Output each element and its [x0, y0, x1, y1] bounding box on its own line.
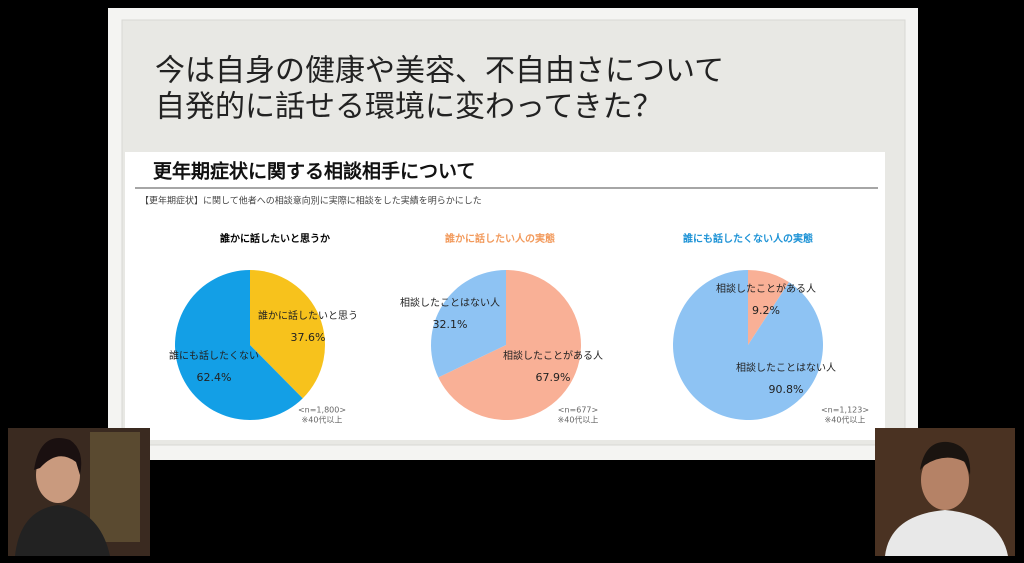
slice-label: 誰かに話したいと思う	[258, 309, 358, 322]
chart-title: 誰かに話したいと思うか	[220, 232, 330, 245]
chart-note: <n=1,123>	[821, 406, 869, 415]
value-label: 9.2%	[752, 304, 780, 317]
pie-slice	[175, 270, 303, 420]
webcam-right	[875, 428, 1015, 556]
slice-label: 相談したことがある人	[503, 349, 603, 362]
chart-note: ※40代以上	[825, 415, 866, 425]
pie-slice	[250, 270, 325, 399]
chart-note: ※40代以上	[558, 415, 599, 425]
chart-note: <n=677>	[558, 406, 598, 415]
slide-title: 自発的に話せる環境に変わってきた？	[155, 90, 663, 125]
slice-label: 相談したことはない人	[400, 296, 500, 309]
value-label: 90.8%	[769, 383, 804, 396]
slice-label: 相談したことはない人	[736, 361, 836, 374]
slice-label: 相談したことがある人	[716, 282, 816, 295]
value-label: 62.4%	[197, 371, 232, 384]
pie-slice	[673, 270, 824, 420]
pie-slice	[438, 270, 581, 421]
chart-title: 誰にも話したくない人の実態	[683, 232, 813, 245]
slide-title: 今は自身の健康や美容、不自由さについて	[155, 54, 724, 89]
webcam-left	[8, 428, 150, 556]
description: 【更年期症状】に関して他者への相談意向別に実際に相談をした実績を明らかにした	[140, 195, 482, 207]
pie-slice	[431, 270, 506, 378]
value-label: 32.1%	[433, 318, 468, 331]
chart-title: 誰かに話したい人の実態	[445, 232, 555, 245]
heading: 更年期症状に関する相談相手について	[153, 160, 475, 183]
chart-note: ※40代以上	[302, 415, 343, 425]
chart-note: <n=1,800>	[298, 406, 346, 415]
value-label: 37.6%	[291, 331, 326, 344]
slice-label: 誰にも話したくない	[169, 349, 259, 362]
pie-slice	[748, 270, 789, 345]
value-label: 67.9%	[536, 371, 571, 384]
